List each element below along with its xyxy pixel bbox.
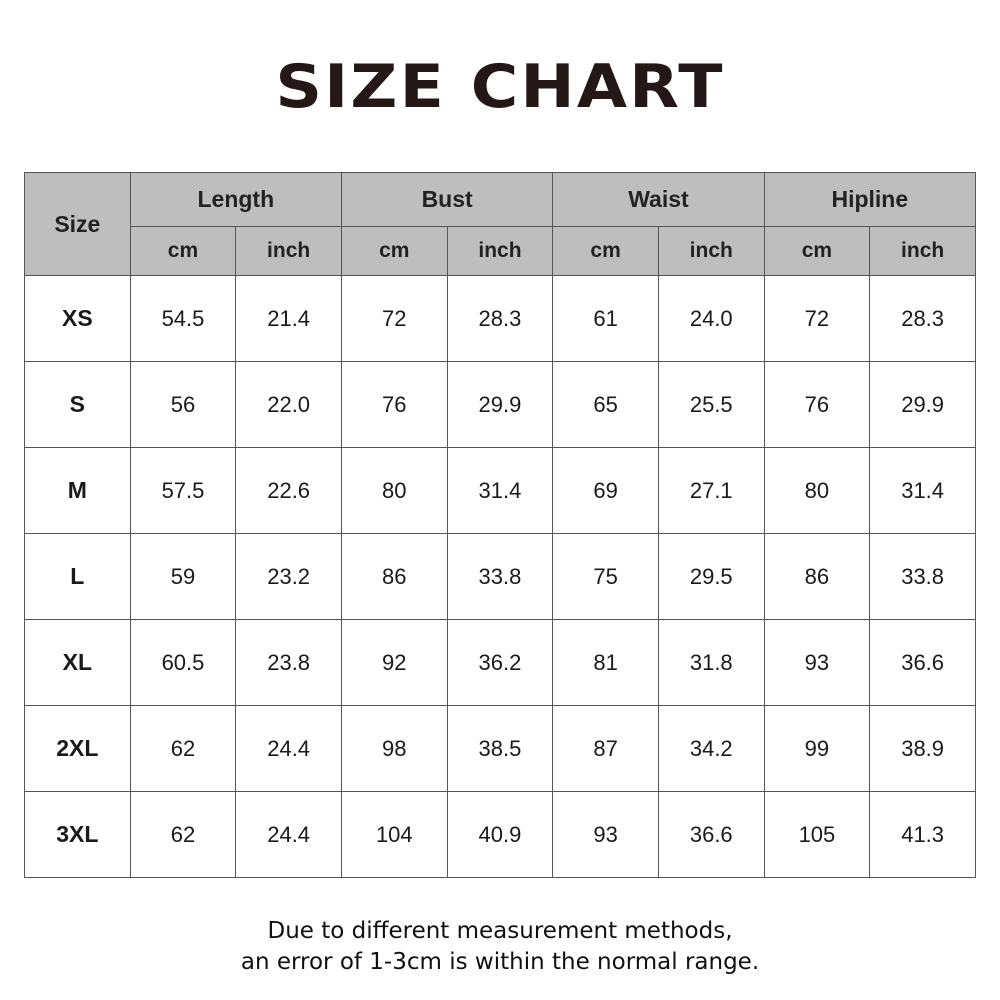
measurement-cell: 80 <box>763 447 871 534</box>
measurement-cell: 33.8 <box>446 533 554 620</box>
measurement-cell: 28.3 <box>869 275 976 362</box>
measurement-cell: 21.4 <box>235 275 342 362</box>
measurement-cell: 23.2 <box>235 533 342 620</box>
measurement-cell: 92 <box>340 619 448 706</box>
page-title: SIZE CHART <box>275 52 725 122</box>
measurement-cell: 36.2 <box>446 619 554 706</box>
group-header-length: Length <box>129 172 342 227</box>
measurement-note: Due to different measurement methods, an… <box>0 916 1000 978</box>
measurement-cell: 62 <box>129 791 237 878</box>
size-label: 3XL <box>24 791 131 878</box>
measurement-cell: 23.8 <box>235 619 342 706</box>
measurement-cell: 40.9 <box>446 791 554 878</box>
unit-header-cm: cm <box>129 226 237 276</box>
measurement-cell: 59 <box>129 533 237 620</box>
unit-header-inch: inch <box>235 226 342 276</box>
measurement-cell: 69 <box>552 447 659 534</box>
measurement-cell: 86 <box>763 533 871 620</box>
size-label: XL <box>24 619 131 706</box>
measurement-cell: 28.3 <box>446 275 554 362</box>
measurement-cell: 72 <box>763 275 871 362</box>
group-header-bust: Bust <box>340 172 554 227</box>
measurement-cell: 29.9 <box>446 361 554 448</box>
measurement-cell: 31.4 <box>446 447 554 534</box>
header-row-groups: Size Length Bust Waist Hipline <box>24 172 977 276</box>
measurement-cell: 29.5 <box>657 533 765 620</box>
size-label: M <box>24 447 131 534</box>
measurement-cell: 33.8 <box>869 533 976 620</box>
measurement-cell: 80 <box>340 447 448 534</box>
measurement-cell: 76 <box>763 361 871 448</box>
measurement-cell: 72 <box>340 275 448 362</box>
table-row: XL 60.5 23.8 92 36.2 81 31.8 93 36.6 <box>24 619 976 706</box>
measurement-cell: 31.8 <box>657 619 765 706</box>
table-row: L 59 23.2 86 33.8 75 29.5 86 33.8 <box>24 533 976 620</box>
size-chart-table: Size Length Bust Waist Hipline cm inch cm inch… <box>24 172 977 878</box>
measurement-cell: 62 <box>129 705 237 792</box>
measurement-cell: 86 <box>340 533 448 620</box>
header-row-units: cm inch cm inch cm inch cm inch <box>25 226 976 276</box>
unit-header-inch: inch <box>657 226 765 276</box>
measurement-cell: 93 <box>763 619 871 706</box>
unit-header-cm: cm <box>763 226 871 276</box>
measurement-cell: 93 <box>552 791 659 878</box>
measurement-cell: 27.1 <box>657 447 765 534</box>
table-row: 3XL 62 24.4 104 40.9 93 36.6 105 41.3 <box>24 791 976 878</box>
measurement-cell: 54.5 <box>129 275 237 362</box>
measurement-cell: 38.5 <box>446 705 554 792</box>
measurement-cell: 38.9 <box>869 705 976 792</box>
measurement-cell: 65 <box>552 361 659 448</box>
unit-header-inch: inch <box>446 226 554 276</box>
size-column-header: Size <box>24 172 131 276</box>
size-label: L <box>24 533 131 620</box>
unit-header-cm: cm <box>340 226 448 276</box>
measurement-cell: 87 <box>552 705 659 792</box>
table-body: XS 54.5 21.4 72 28.3 61 24.0 72 28.3 S 56 22.0 76 29.… <box>24 275 976 878</box>
measurement-cell: 29.9 <box>869 361 976 448</box>
size-label: XS <box>24 275 131 362</box>
measurement-cell: 105 <box>763 791 871 878</box>
table-row: S 56 22.0 76 29.9 65 25.5 76 29.9 <box>24 361 976 448</box>
table-row: 2XL 62 24.4 98 38.5 87 34.2 99 38.9 <box>24 705 976 792</box>
group-header-waist: Waist <box>552 172 765 227</box>
measurement-cell: 22.6 <box>235 447 342 534</box>
group-header-hipline: Hipline <box>763 172 977 227</box>
measurement-cell: 24.4 <box>235 791 342 878</box>
unit-header-inch: inch <box>869 226 976 276</box>
measurement-cell: 22.0 <box>235 361 342 448</box>
measurement-cell: 56 <box>129 361 237 448</box>
size-label: S <box>24 361 131 448</box>
measurement-cell: 31.4 <box>869 447 976 534</box>
measurement-cell: 98 <box>340 705 448 792</box>
measurement-cell: 104 <box>340 791 448 878</box>
measurement-cell: 99 <box>763 705 871 792</box>
measurement-cell: 76 <box>340 361 448 448</box>
table-row: XS 54.5 21.4 72 28.3 61 24.0 72 28.3 <box>24 275 976 362</box>
size-label: 2XL <box>24 705 131 792</box>
measurement-cell: 34.2 <box>657 705 765 792</box>
measurement-cell: 24.4 <box>235 705 342 792</box>
note-line-1: Due to different measurement methods, <box>267 918 733 944</box>
table-row: M 57.5 22.6 80 31.4 69 27.1 80 31.4 <box>24 447 976 534</box>
measurement-cell: 75 <box>552 533 659 620</box>
unit-header-cm: cm <box>552 226 659 276</box>
measurement-cell: 36.6 <box>869 619 976 706</box>
measurement-cell: 41.3 <box>869 791 976 878</box>
measurement-cell: 57.5 <box>129 447 237 534</box>
note-line-2: an error of 1-3cm is within the normal r… <box>240 949 760 975</box>
measurement-cell: 60.5 <box>129 619 237 706</box>
measurement-cell: 61 <box>552 275 659 362</box>
measurement-cell: 81 <box>552 619 659 706</box>
measurement-cell: 36.6 <box>657 791 765 878</box>
measurement-cell: 24.0 <box>657 275 765 362</box>
measurement-cell: 25.5 <box>657 361 765 448</box>
